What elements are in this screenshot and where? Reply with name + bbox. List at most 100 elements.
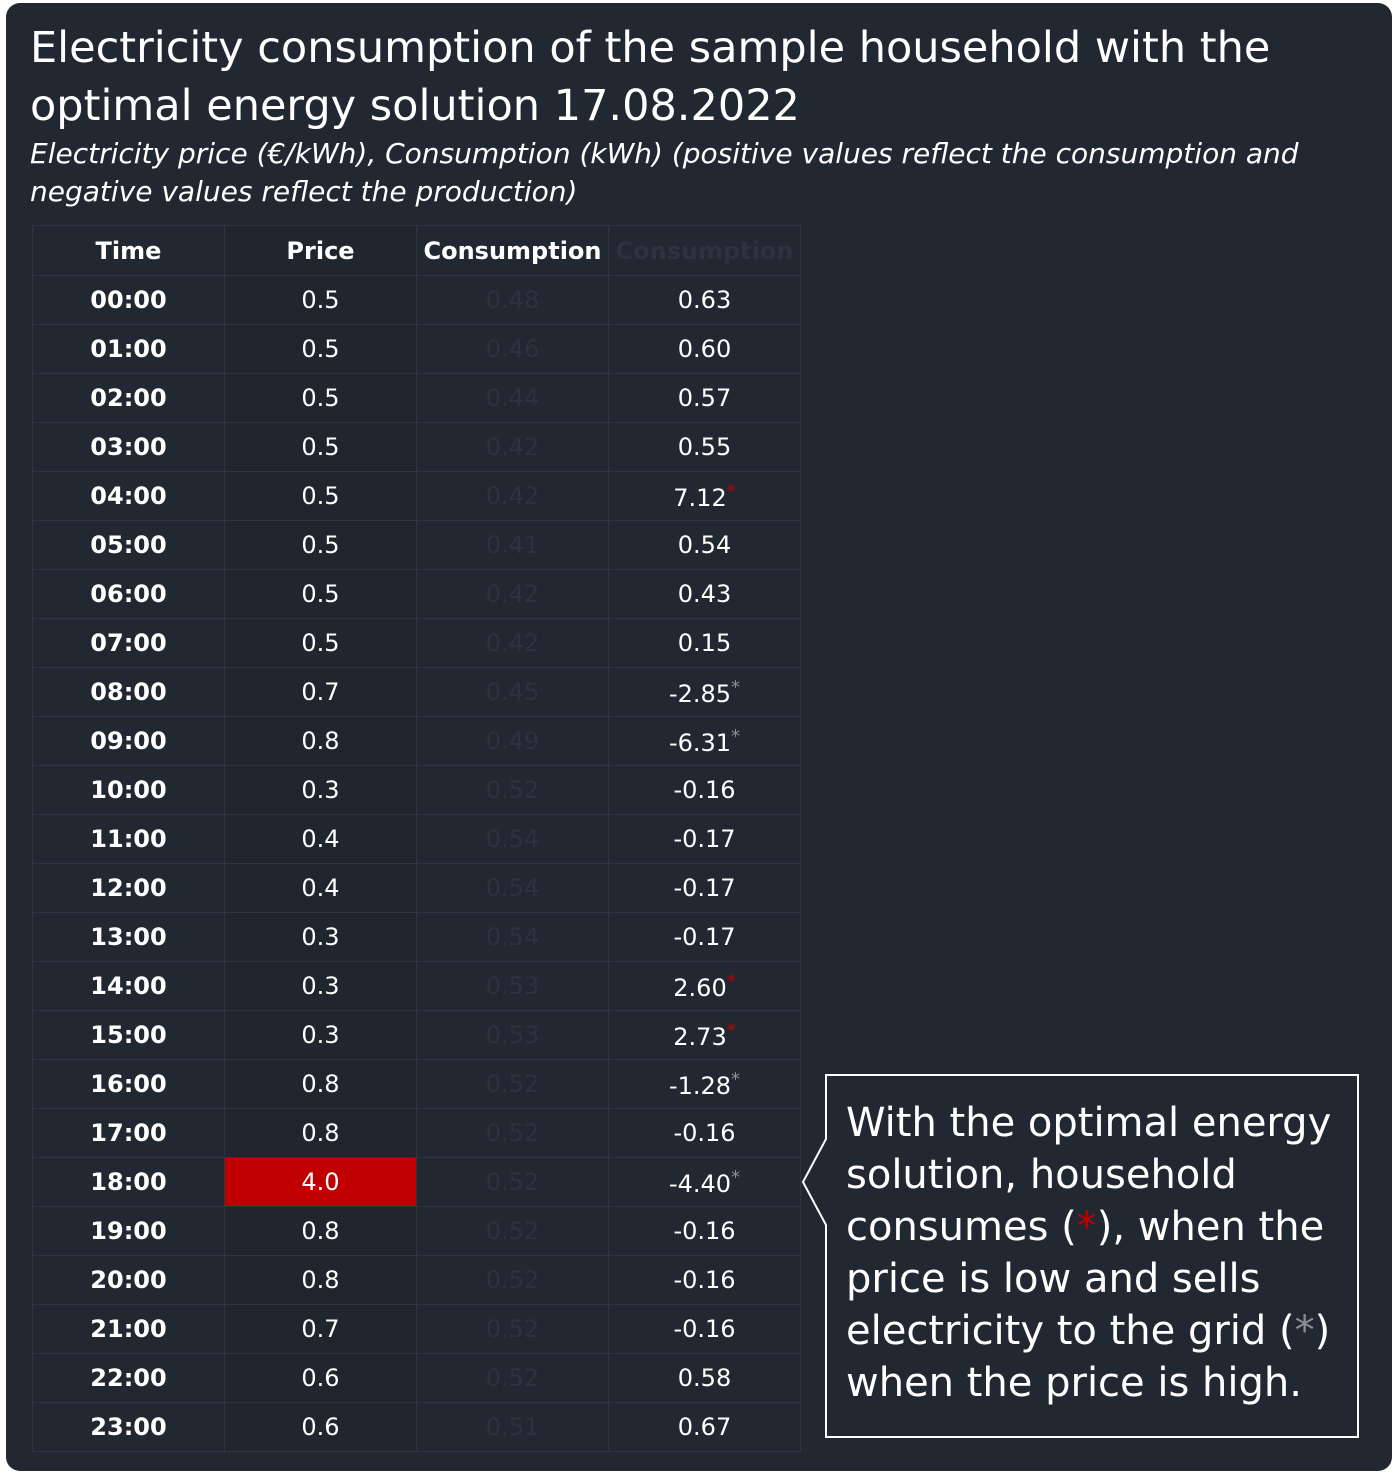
consumption-optimal-cell: 0.55 — [608, 422, 801, 472]
time-cell: 22:00 — [32, 1353, 225, 1403]
time-cell-value: 11:00 — [90, 825, 167, 853]
consumption-cell-value: 0.44 — [485, 384, 540, 412]
price-cell-value: 0.5 — [301, 384, 340, 412]
grey-asterisk-marker: * — [731, 1068, 741, 1090]
header-consumption-optimal: Consumption — [608, 225, 801, 276]
consumption-cell: 0.54 — [416, 912, 609, 962]
time-cell: 09:00 — [32, 716, 225, 766]
time-cell: 00:00 — [32, 275, 225, 325]
consumption-optimal-cell: -0.16 — [608, 765, 801, 815]
time-cell: 21:00 — [32, 1304, 225, 1354]
time-cell: 18:00 — [32, 1157, 225, 1207]
time-cell: 07:00 — [32, 618, 225, 668]
table-row: 09:00 0.8 0.49 -6.31* — [32, 716, 801, 766]
red-asterisk-marker: * — [726, 970, 736, 992]
callout-text-part3: ) when the price is high. — [846, 1308, 1331, 1406]
consumption-cell: 0.51 — [416, 1402, 609, 1452]
price-cell-value: 0.5 — [301, 531, 340, 559]
time-cell-value: 14:00 — [90, 972, 167, 1000]
consumption-cell: 0.52 — [416, 1353, 609, 1403]
consumption-optimal-cell-value: 0.67 — [677, 1413, 732, 1441]
consumption-optimal-cell: -2.85* — [608, 667, 801, 717]
consumption-optimal-cell-value: 0.57 — [677, 384, 732, 412]
time-cell-value: 15:00 — [90, 1021, 167, 1049]
price-cell: 0.6 — [224, 1402, 417, 1452]
consumption-optimal-cell-value: -0.17 — [673, 825, 736, 853]
time-cell: 11:00 — [32, 814, 225, 864]
table-row: 00:00 0.5 0.48 0.63 — [32, 275, 801, 325]
consumption-cell-value: 0.42 — [485, 629, 540, 657]
consumption-cell: 0.49 — [416, 716, 609, 766]
price-cell: 0.7 — [224, 1304, 417, 1354]
consumption-cell-value: 0.53 — [485, 1021, 540, 1049]
table-row: 22:00 0.6 0.52 0.58 — [32, 1353, 801, 1403]
time-cell: 04:00 — [32, 471, 225, 521]
consumption-optimal-cell: -0.16 — [608, 1206, 801, 1256]
time-cell: 14:00 — [32, 961, 225, 1011]
table-row: 17:00 0.8 0.52 -0.16 — [32, 1108, 801, 1158]
consumption-optimal-cell-value: 0.60 — [677, 335, 732, 363]
consumption-optimal-cell-value: -0.16 — [673, 1315, 736, 1343]
price-cell: 0.7 — [224, 667, 417, 717]
price-cell-value: 0.3 — [301, 972, 340, 1000]
time-cell: 08:00 — [32, 667, 225, 717]
price-cell: 0.5 — [224, 324, 417, 374]
price-cell-value: 0.8 — [301, 1119, 340, 1147]
consumption-optimal-cell-value: 2.60 — [673, 973, 727, 1002]
callout-box: With the optimal energy solution, househ… — [800, 1073, 1360, 1439]
price-cell-value: 0.3 — [301, 776, 340, 804]
header-price: Price — [224, 225, 417, 276]
consumption-cell-value: 0.42 — [485, 482, 540, 510]
consumption-cell-value: 0.52 — [485, 1266, 540, 1294]
time-cell-value: 08:00 — [90, 678, 167, 706]
slide-panel: Electricity consumption of the sample ho… — [6, 3, 1392, 1471]
price-cell-value: 0.5 — [301, 629, 340, 657]
consumption-cell-value: 0.45 — [485, 678, 540, 706]
table-row: 06:00 0.5 0.42 0.43 — [32, 569, 801, 619]
red-asterisk-marker: * — [726, 480, 736, 502]
consumption-cell-value: 0.52 — [485, 1119, 540, 1147]
price-cell: 0.5 — [224, 618, 417, 668]
price-cell-value: 0.8 — [301, 1217, 340, 1245]
consumption-optimal-cell: -0.16 — [608, 1304, 801, 1354]
consumption-optimal-cell: 2.60* — [608, 961, 801, 1011]
consumption-cell: 0.45 — [416, 667, 609, 717]
time-cell-value: 12:00 — [90, 874, 167, 902]
consumption-optimal-cell-value: -0.17 — [673, 874, 736, 902]
price-cell-value: 0.3 — [301, 1021, 340, 1049]
table-row: 02:00 0.5 0.44 0.57 — [32, 373, 801, 423]
consumption-cell: 0.42 — [416, 618, 609, 668]
consumption-optimal-cell-value: 0.54 — [677, 531, 732, 559]
price-cell: 0.5 — [224, 373, 417, 423]
consumption-cell-value: 0.53 — [485, 972, 540, 1000]
table-row: 23:00 0.6 0.51 0.67 — [32, 1402, 801, 1452]
consumption-optimal-cell: 7.12* — [608, 471, 801, 521]
consumption-optimal-cell-value: 0.58 — [677, 1364, 732, 1392]
time-cell-value: 23:00 — [90, 1413, 167, 1441]
table-body: 00:00 0.5 0.48 0.63 01:00 0.5 0.46 0.60 02:00 0.5… — [32, 275, 801, 1452]
consumption-cell: 0.52 — [416, 1059, 609, 1109]
table-row: 04:00 0.5 0.42 7.12* — [32, 471, 801, 521]
consumption-cell-value: 0.54 — [485, 923, 540, 951]
consumption-cell-value: 0.46 — [485, 335, 540, 363]
callout-border — [801, 1074, 1359, 1438]
time-cell: 23:00 — [32, 1402, 225, 1452]
time-cell: 05:00 — [32, 520, 225, 570]
time-cell: 02:00 — [32, 373, 225, 423]
consumption-cell-value: 0.52 — [485, 1217, 540, 1245]
consumption-optimal-cell-value: 0.63 — [677, 286, 732, 314]
consumption-cell: 0.54 — [416, 863, 609, 913]
consumption-optimal-cell: 2.73* — [608, 1010, 801, 1060]
price-cell-value: 0.8 — [301, 727, 340, 755]
slide-title: Electricity consumption of the sample ho… — [30, 23, 1271, 131]
time-cell: 10:00 — [32, 765, 225, 815]
time-cell-value: 10:00 — [90, 776, 167, 804]
consumption-cell-value: 0.52 — [485, 1315, 540, 1343]
consumption-cell: 0.44 — [416, 373, 609, 423]
time-cell: 13:00 — [32, 912, 225, 962]
consumption-optimal-cell-value: -0.17 — [673, 923, 736, 951]
price-cell: 0.8 — [224, 716, 417, 766]
price-cell-value: 0.4 — [301, 825, 340, 853]
table-row: 01:00 0.5 0.46 0.60 — [32, 324, 801, 374]
time-cell-value: 07:00 — [90, 629, 167, 657]
